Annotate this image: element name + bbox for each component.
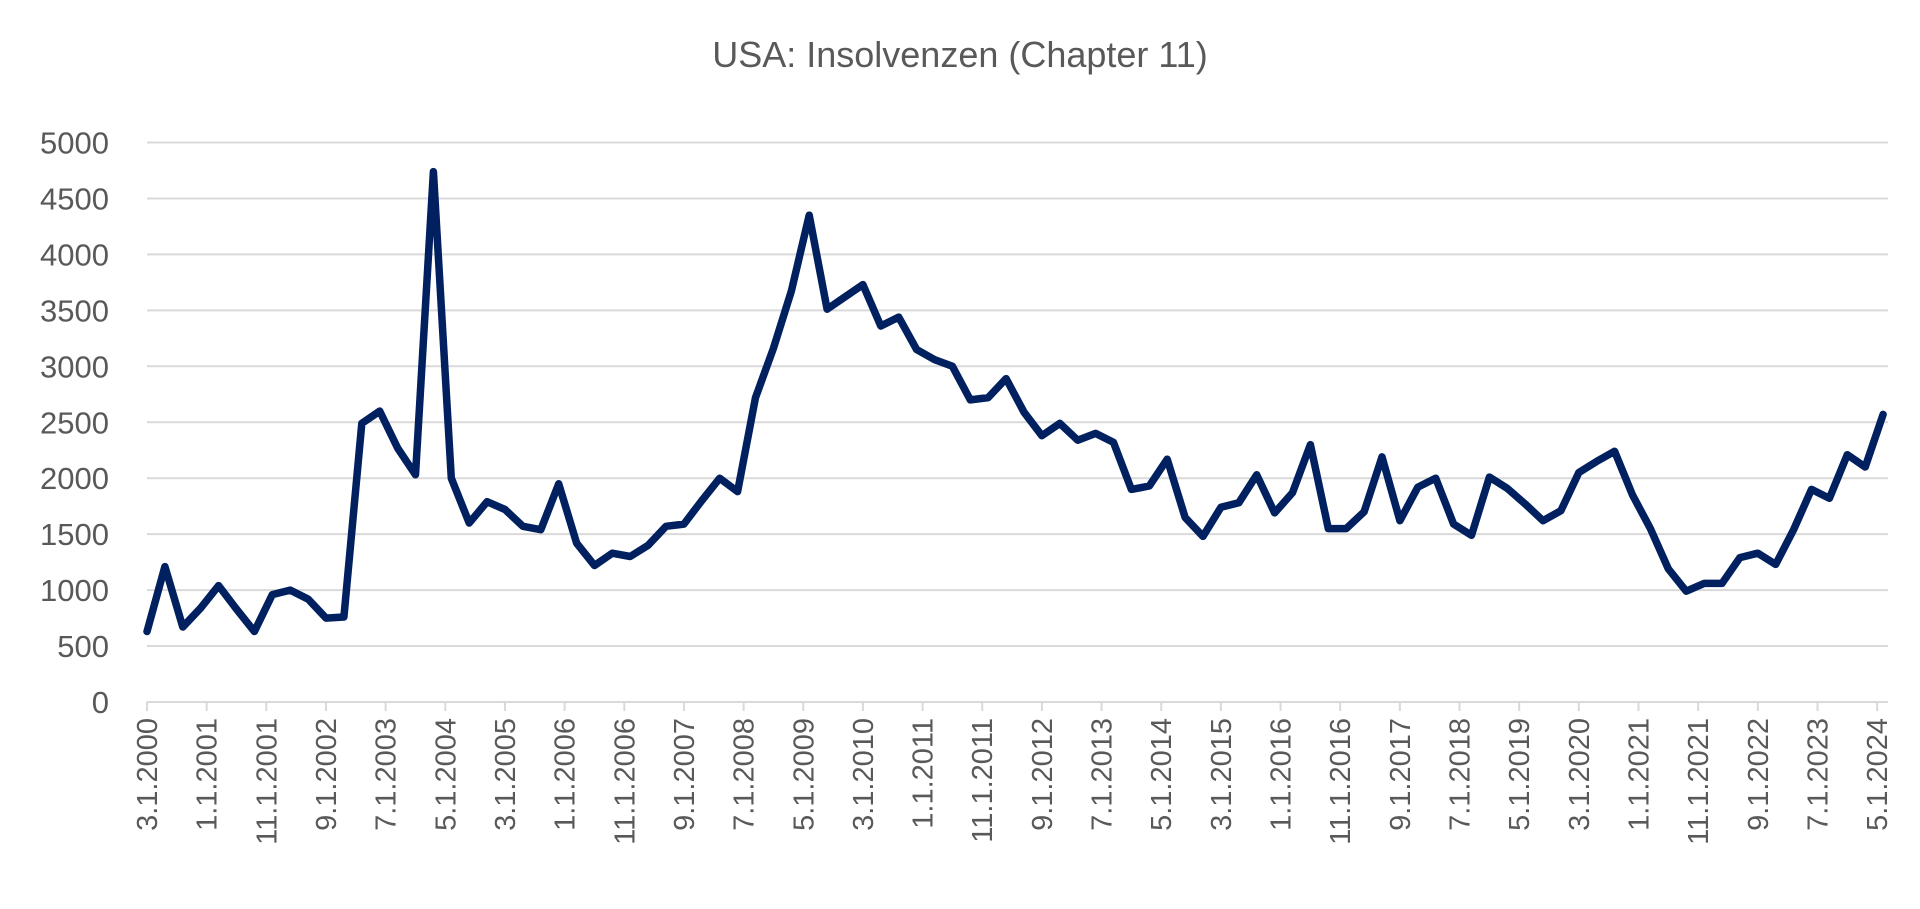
y-tick-label: 4500: [40, 181, 109, 216]
series-layer: [143, 167, 1887, 636]
x-tick-label: 11.1.2001: [251, 718, 283, 845]
x-tick-label: 11.1.2021: [1683, 718, 1715, 845]
x-tick-label: 3.1.2005: [490, 718, 522, 831]
y-tick-label: 4000: [40, 237, 109, 272]
x-tick-label: 5.1.2009: [788, 718, 820, 831]
gridlines: [147, 141, 1888, 703]
y-tick-label: 2000: [40, 461, 109, 496]
x-tick-label: 1.1.2016: [1266, 718, 1298, 831]
series-line: [143, 167, 1887, 636]
chart-title: USA: Insolvenzen (Chapter 11): [712, 34, 1208, 75]
x-tick-label: 1.1.2021: [1624, 718, 1656, 831]
x-tick-label: 3.1.2015: [1206, 718, 1238, 831]
y-tick-label: 0: [92, 685, 109, 720]
x-tick-label: 9.1.2002: [311, 718, 343, 831]
y-tick-label: 3500: [40, 293, 109, 328]
x-tick-label: 3.1.2020: [1564, 718, 1596, 831]
x-tick-label: 7.1.2018: [1445, 718, 1477, 831]
x-tick-label: 11.1.2016: [1325, 718, 1357, 845]
x-tick-label: 1.1.2011: [908, 718, 940, 829]
y-tick-label: 3000: [40, 349, 109, 384]
y-tick-label: 1000: [40, 573, 109, 608]
x-tick-label: 9.1.2017: [1385, 718, 1417, 831]
x-tick-label: 5.1.2019: [1504, 718, 1536, 831]
x-tick-label: 3.1.2000: [132, 718, 164, 831]
y-tick-label: 1500: [40, 517, 109, 552]
x-tick-label: 7.1.2013: [1087, 718, 1119, 831]
x-tick-label: 7.1.2023: [1802, 718, 1834, 831]
x-tick-label: 5.1.2004: [430, 718, 462, 831]
x-tick-label: 1.1.2006: [550, 718, 582, 831]
x-tick-label: 5.1.2014: [1146, 718, 1178, 831]
x-tick-label: 7.1.2008: [729, 718, 761, 831]
y-tick-label: 5000: [40, 126, 109, 161]
x-tick-label: 9.1.2007: [669, 718, 701, 831]
y-axis: 0 500 1000 1500 2000 2500 3000 3500 4000 4500 5000: [40, 126, 109, 721]
y-tick-label: 2500: [40, 405, 109, 440]
x-tick-label: 1.1.2001: [192, 718, 224, 831]
x-tick-label: 5.1.2024: [1862, 718, 1894, 831]
y-tick-label: 500: [57, 629, 109, 664]
x-tick-label: 9.1.2012: [1027, 718, 1059, 831]
x-tick-label: 3.1.2010: [848, 718, 880, 831]
x-axis: 3.1.2000 1.1.2001 11.1.2001 9.1.2002 7.1.200…: [132, 702, 1894, 845]
x-tick-label: 9.1.2022: [1743, 718, 1775, 831]
x-tick-label: 11.1.2011: [967, 718, 999, 843]
x-tick-label: 7.1.2003: [371, 718, 403, 831]
x-tick-label: 11.1.2006: [609, 718, 641, 845]
